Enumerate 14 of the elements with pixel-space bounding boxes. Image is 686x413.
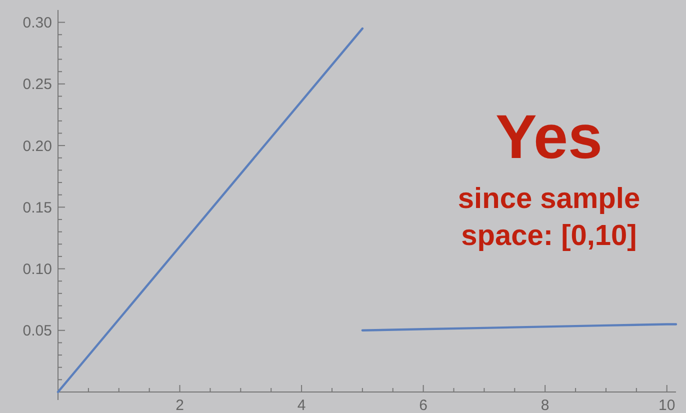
y-tick-label: 0.15 <box>22 199 52 216</box>
y-tick-label: 0.10 <box>22 261 52 278</box>
x-tick-label: 6 <box>419 397 428 413</box>
y-tick-label: 0.05 <box>22 322 52 340</box>
x-tick-label: 10 <box>658 397 676 413</box>
y-tick-label: 0.20 <box>22 138 52 155</box>
annotation: since sample space: [0,10] <box>458 183 640 252</box>
x-tick-label: 2 <box>176 397 184 413</box>
line-series <box>361 323 678 332</box>
x-tick-label: 8 <box>540 397 550 413</box>
annotation: Yes <box>496 103 602 172</box>
y-tick-label: 0.25 <box>22 76 52 94</box>
y-tick-label: 0.30 <box>22 14 52 32</box>
x-tick-label: 4 <box>297 397 306 413</box>
